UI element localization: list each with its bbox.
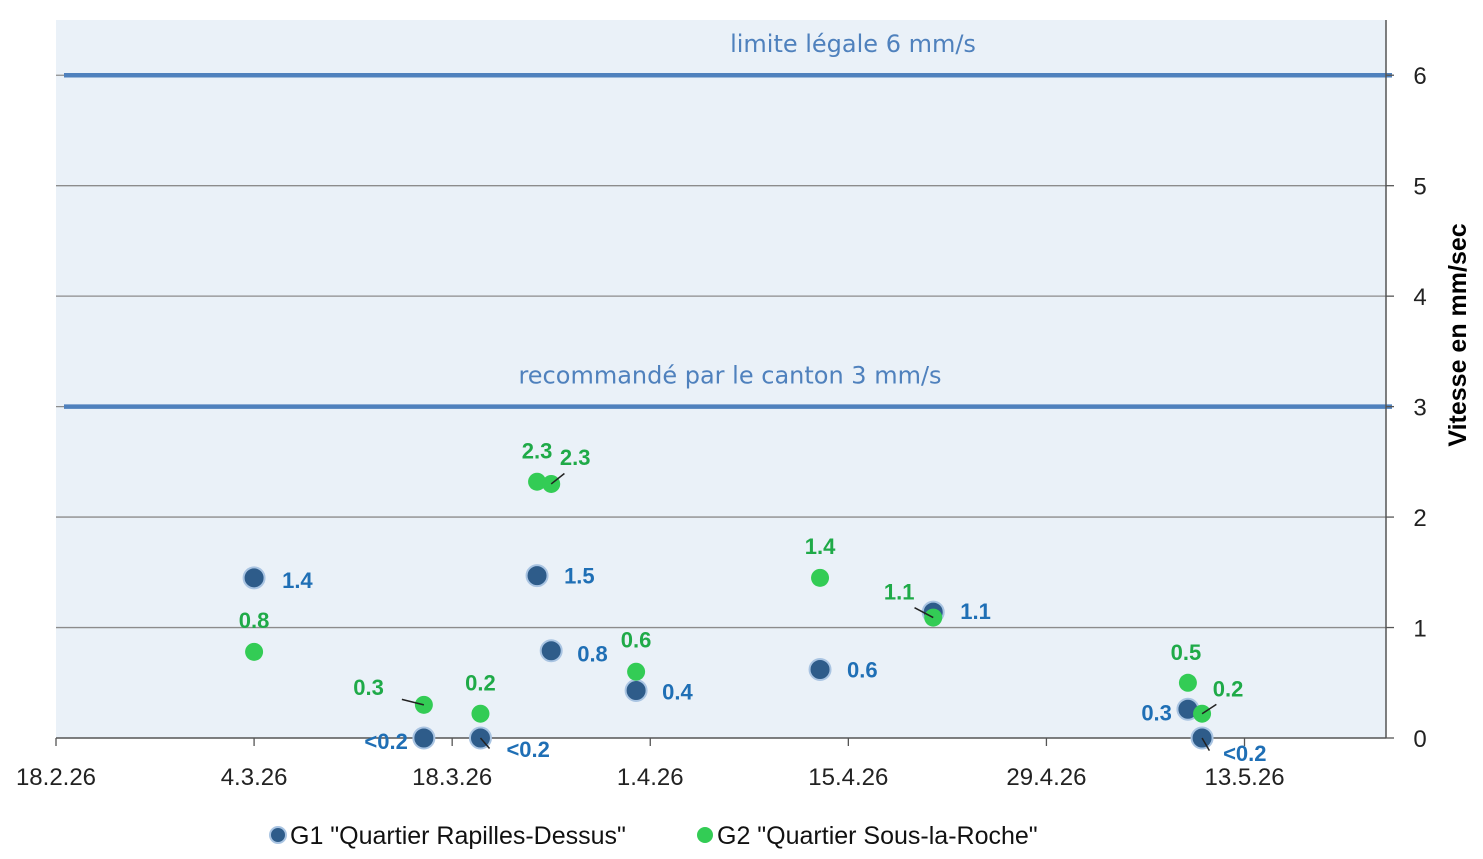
reference-line-label: recommandé par le canton 3 mm/s <box>518 362 941 390</box>
data-label: 0.6 <box>621 628 652 653</box>
data-label: 2.3 <box>522 439 553 464</box>
series-1: 1.4 <0.2 <0.2 1.5 0.8 0.4 0.6 1.1 0.3 <0.2 <box>242 564 1267 766</box>
label-leader-line <box>479 737 491 749</box>
data-label: 1.4 <box>805 534 836 559</box>
data-label: 0.3 <box>1141 700 1172 725</box>
data-label: 2.3 <box>560 445 591 470</box>
g1-point <box>525 564 549 588</box>
g1-point <box>412 726 436 750</box>
x-tick-label: 1.4.26 <box>617 764 684 791</box>
data-label: 0.3 <box>353 675 384 700</box>
axes: 0 1 2 3 4 5 6 18.2.26 4.3.26 18.3.26 1.4.26 15.4.26… <box>16 20 1427 791</box>
y-tick-label: 4 <box>1413 284 1426 311</box>
label-leader-line <box>1201 703 1217 715</box>
x-tick-label: 4.3.26 <box>221 764 288 791</box>
data-label: 0.6 <box>847 658 878 683</box>
label-leader-line <box>1201 737 1211 752</box>
g2-point <box>528 472 547 491</box>
data-label: 0.8 <box>239 608 270 633</box>
y-tick-label: 6 <box>1413 63 1426 90</box>
x-tick-label: 13.5.26 <box>1204 764 1284 791</box>
data-label: 0.8 <box>577 642 608 667</box>
reference-lines: limite légale 6 mm/s recommandé par le ca… <box>64 30 1392 409</box>
x-tick-label: 29.4.26 <box>1006 764 1086 791</box>
label-leader-line <box>401 698 425 706</box>
y-tick-label: 3 <box>1413 395 1426 422</box>
g2-point <box>627 662 646 681</box>
legend-label: G2 "Quartier Sous-la-Roche" <box>717 822 1038 850</box>
legend: G1 "Quartier Rapilles-Dessus" G2 "Quartie… <box>269 822 1038 850</box>
g1-point <box>808 658 832 682</box>
x-tick-label: 18.2.26 <box>16 764 96 791</box>
g1-point <box>539 639 563 663</box>
data-label: 1.1 <box>884 580 915 605</box>
x-tick-label: 18.3.26 <box>412 764 492 791</box>
legend-label: G1 "Quartier Rapilles-Dessus" <box>290 822 626 850</box>
y-tick-label: 0 <box>1413 726 1426 753</box>
data-label: 1.5 <box>564 564 595 589</box>
plot-area <box>56 20 1386 738</box>
series-2: 0.8 0.3 0.2 2.3 2.3 0.6 1.4 1.1 0.5 0.2 <box>239 439 1244 723</box>
legend-marker-g2 <box>697 827 713 843</box>
reference-line-label: limite légale 6 mm/s <box>730 30 976 58</box>
legend-marker-g1 <box>269 826 287 844</box>
y-axis-title: Vitesse en mm/sec <box>1444 223 1472 446</box>
x-tick-label: 15.4.26 <box>808 764 888 791</box>
data-label: 0.2 <box>1213 677 1244 702</box>
y-tick-label: 2 <box>1413 505 1426 532</box>
y-tick-label: 5 <box>1413 174 1426 201</box>
data-label: 1.1 <box>960 599 991 624</box>
g2-point <box>471 704 490 723</box>
data-label: <0.2 <box>1223 741 1266 766</box>
data-label: 0.2 <box>465 671 496 696</box>
g1-point <box>242 566 266 590</box>
label-leader-line <box>914 607 934 619</box>
data-label: <0.2 <box>506 737 549 762</box>
g2-point <box>811 568 830 587</box>
data-label: 0.5 <box>1171 640 1202 665</box>
data-label: 1.4 <box>282 568 313 593</box>
data-label: 0.4 <box>662 680 693 705</box>
y-tick-label: 1 <box>1413 616 1426 643</box>
g2-point <box>245 642 264 661</box>
label-leader-line <box>550 472 565 485</box>
data-points: 1.4<0.2 <0.21.50.80.40.61.10.3<0.20.80.3 0… <box>239 439 1267 766</box>
g2-point <box>1178 673 1197 692</box>
g1-point <box>624 679 648 703</box>
data-label: <0.2 <box>364 729 407 754</box>
